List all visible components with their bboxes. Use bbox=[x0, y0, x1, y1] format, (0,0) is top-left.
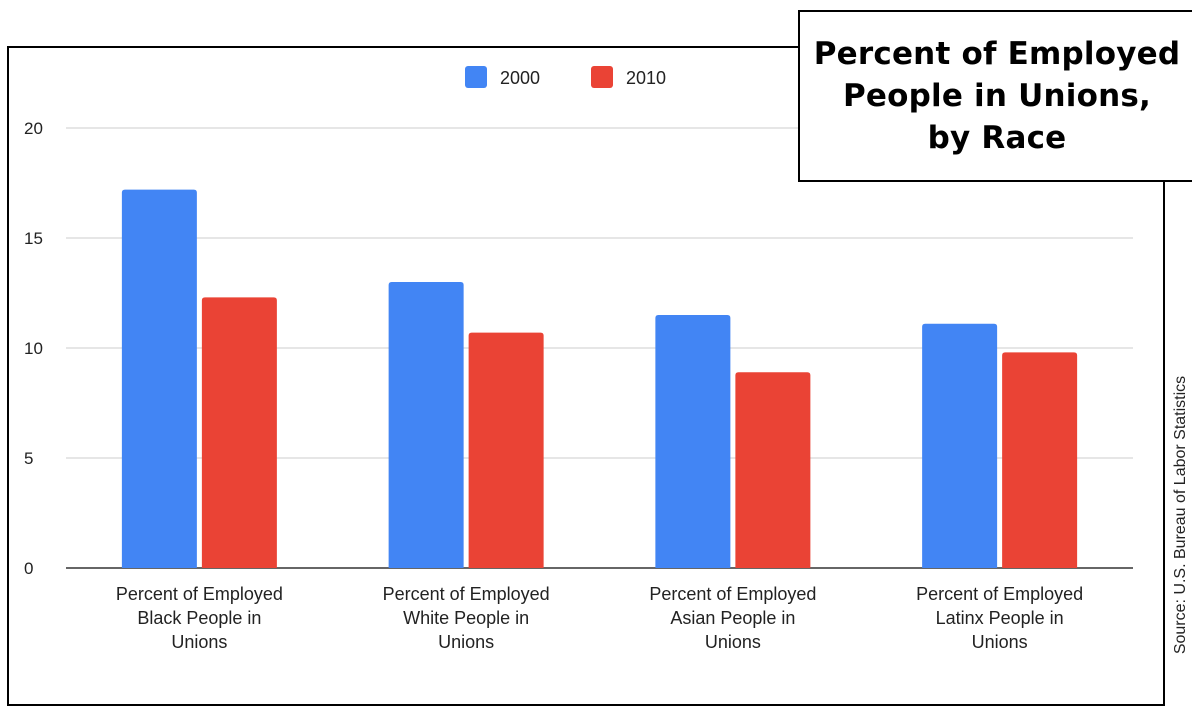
x-category-label-line: Asian People in bbox=[670, 608, 795, 628]
bar-2000-category-4 bbox=[922, 323, 998, 568]
bar-2010-category-4 bbox=[1002, 352, 1078, 568]
chart-title-box: Percent of Employed People in Unions, by… bbox=[798, 10, 1192, 182]
source-note: Source: U.S. Bureau of Labor Statistics bbox=[1172, 375, 1189, 655]
tick-layer: 0 5 10 15 20 bbox=[24, 119, 43, 578]
x-category-label-line: Unions bbox=[171, 632, 227, 652]
x-category-label: Percent of Employed Latinx People in Union… bbox=[916, 584, 1083, 652]
x-category-label-line: Black People in bbox=[137, 608, 261, 628]
legend-swatch-2010 bbox=[591, 66, 613, 88]
x-category-label-line: Latinx People in bbox=[936, 608, 1064, 628]
y-tick-label: 10 bbox=[24, 339, 43, 358]
bar-2000-category-2 bbox=[388, 282, 464, 568]
bar-layer bbox=[121, 189, 1078, 568]
bar-2000-category-3 bbox=[655, 315, 731, 568]
x-category-label: Percent of Employed Black People in Unions bbox=[116, 584, 283, 652]
x-category-label-line: Percent of Employed bbox=[916, 584, 1083, 604]
x-category-label-line: Percent of Employed bbox=[649, 584, 816, 604]
legend-label: 2000 bbox=[500, 68, 540, 88]
legend-swatch-2000 bbox=[465, 66, 487, 88]
legend: 2000 2010 bbox=[465, 66, 666, 88]
x-category-label-line: Unions bbox=[972, 632, 1028, 652]
y-tick-label: 5 bbox=[24, 449, 33, 468]
y-tick-label: 20 bbox=[24, 119, 43, 138]
x-category-label-line: Percent of Employed bbox=[383, 584, 550, 604]
y-tick-label: 0 bbox=[24, 559, 33, 578]
x-category-label-line: Percent of Employed bbox=[116, 584, 283, 604]
x-category-label-line: Unions bbox=[438, 632, 494, 652]
legend-label: 2010 bbox=[626, 68, 666, 88]
bar-chart: 0 5 10 15 20 Percent of Employed Black People… bbox=[24, 66, 1133, 652]
x-category-label-line: Unions bbox=[705, 632, 761, 652]
chart-title: Percent of Employed People in Unions, by… bbox=[813, 36, 1181, 156]
bar-2010-category-2 bbox=[468, 332, 544, 568]
bar-2010-category-1 bbox=[201, 297, 277, 568]
x-category-label-line: White People in bbox=[403, 608, 529, 628]
y-tick-label: 15 bbox=[24, 229, 43, 248]
bar-2000-category-1 bbox=[121, 189, 197, 568]
x-category-label: Percent of Employed Asian People in Unions bbox=[649, 584, 816, 652]
x-category-label: Percent of Employed White People in Unions bbox=[383, 584, 550, 652]
bar-2010-category-3 bbox=[735, 372, 811, 568]
category-layer: Percent of Employed Black People in Unions… bbox=[116, 584, 1083, 652]
